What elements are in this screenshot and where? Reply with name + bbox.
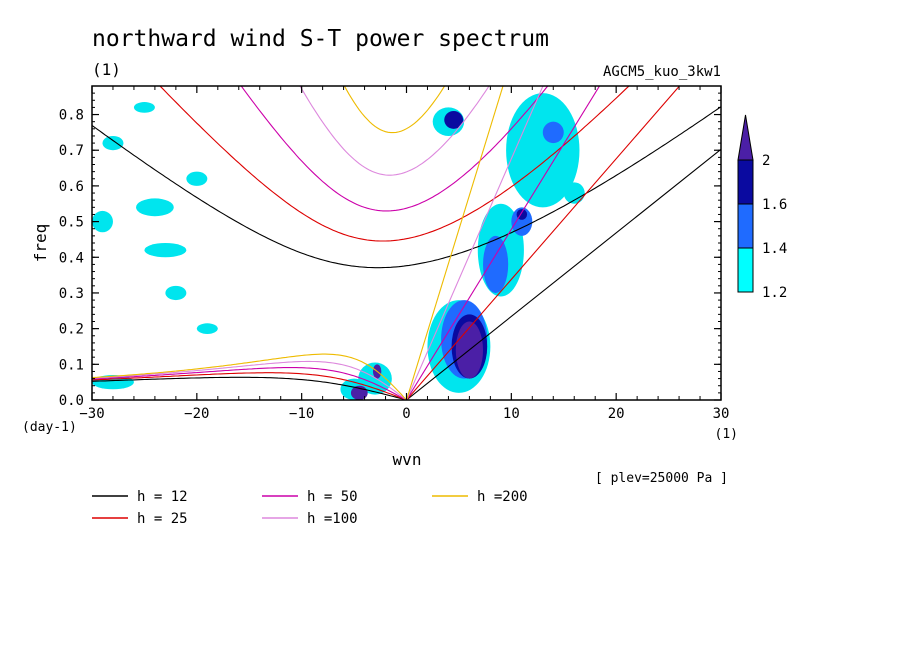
contour-region xyxy=(196,323,218,334)
x-tick-label: 10 xyxy=(503,406,520,422)
colorbar-segment xyxy=(737,159,754,205)
y-tick-label: 0.6 xyxy=(59,179,84,195)
dispersion-curve-rossby xyxy=(92,376,407,400)
kelvin-wave-line xyxy=(406,86,601,400)
contour-region xyxy=(511,207,533,236)
y-tick-label: 0.1 xyxy=(59,357,84,373)
y-unit-label: (day-1) xyxy=(22,420,77,435)
kelvin-wave-line xyxy=(406,148,721,400)
contour-region xyxy=(483,235,509,293)
contour-region xyxy=(506,93,580,208)
contour-region xyxy=(542,121,564,144)
colorbar-label: 1.4 xyxy=(762,241,787,257)
legend-label: h = 50 xyxy=(307,489,358,505)
x-tick-label: −30 xyxy=(79,406,104,422)
x-axis-label: wvn xyxy=(393,450,422,469)
y-tick-label: 0.0 xyxy=(59,393,84,409)
y-tick-label: 0.3 xyxy=(59,286,84,302)
y-tick-label: 0.2 xyxy=(59,322,84,338)
y-tick-label: 0.4 xyxy=(59,250,84,266)
y-tick-label: 0.8 xyxy=(59,108,84,124)
dispersion-curves xyxy=(92,86,721,400)
contour-region xyxy=(444,110,464,129)
dispersion-curve-rossby xyxy=(92,360,407,400)
kelvin-wave-line xyxy=(406,86,681,400)
dispersion-curve-rossby xyxy=(92,353,407,400)
legend-label: h =200 xyxy=(477,489,528,505)
dispersion-curve-ig xyxy=(343,86,446,134)
x-tick-label: 20 xyxy=(608,406,625,422)
dispersion-curve-ig xyxy=(159,86,630,242)
colorbar-label: 2 xyxy=(762,153,770,169)
colorbar-segment xyxy=(737,247,754,293)
y-axis-label: freq xyxy=(31,224,50,263)
dispersion-curve-ig xyxy=(299,86,490,176)
colorbar-label: 1.2 xyxy=(762,285,787,301)
run-label: AGCM5_kuo_3kw1 xyxy=(603,64,721,80)
contour-region xyxy=(102,135,124,151)
x-tick-label: 0 xyxy=(402,406,410,422)
plot-frame xyxy=(91,85,722,401)
legend: h = 12 h = 25 h = 50 h =100 h =200 xyxy=(92,489,528,527)
contour-region xyxy=(133,102,155,113)
x-tick-label: −20 xyxy=(184,406,209,422)
dispersion-curve-ig xyxy=(240,86,549,212)
colorbar-segment xyxy=(737,203,754,249)
contour-region xyxy=(186,171,208,186)
colorbar-top-triangle xyxy=(737,114,754,161)
legend-label: h = 25 xyxy=(137,511,188,527)
kelvin-wave-line xyxy=(405,86,504,400)
chart-title: northward wind S-T power spectrum xyxy=(92,26,549,52)
y-tick-label: 0.7 xyxy=(59,143,84,159)
power-contour-fill xyxy=(92,93,585,400)
x-unit-label: (1) xyxy=(715,427,738,442)
dispersion-curve-ig xyxy=(92,106,721,269)
legend-label: h =100 xyxy=(307,511,358,527)
level-note: [ plev=25000 Pa ] xyxy=(595,471,728,486)
contour-region xyxy=(92,210,113,233)
contour-region xyxy=(563,182,585,204)
kelvin-wave-line xyxy=(405,86,544,400)
dispersion-curve-rossby xyxy=(92,372,407,400)
x-tick-label: 30 xyxy=(713,406,730,422)
axis-ticks: −30 −20 −10 0 10 20 30 0.0 0.1 0.2 0.3 0.4 0.5 0.6 0.7… xyxy=(59,86,730,422)
legend-label: h = 12 xyxy=(137,489,188,505)
contour-region xyxy=(136,198,174,217)
colorbar-label: 1.6 xyxy=(762,197,787,213)
x-tick-label: −10 xyxy=(289,406,314,422)
dispersion-curve-rossby xyxy=(92,367,407,400)
colorbar: 1.2 1.4 1.6 2 xyxy=(737,114,787,301)
chart-subtitle: (1) xyxy=(92,60,121,79)
y-tick-label: 0.5 xyxy=(59,215,84,231)
contour-region xyxy=(165,285,187,301)
contour-region xyxy=(144,243,187,258)
